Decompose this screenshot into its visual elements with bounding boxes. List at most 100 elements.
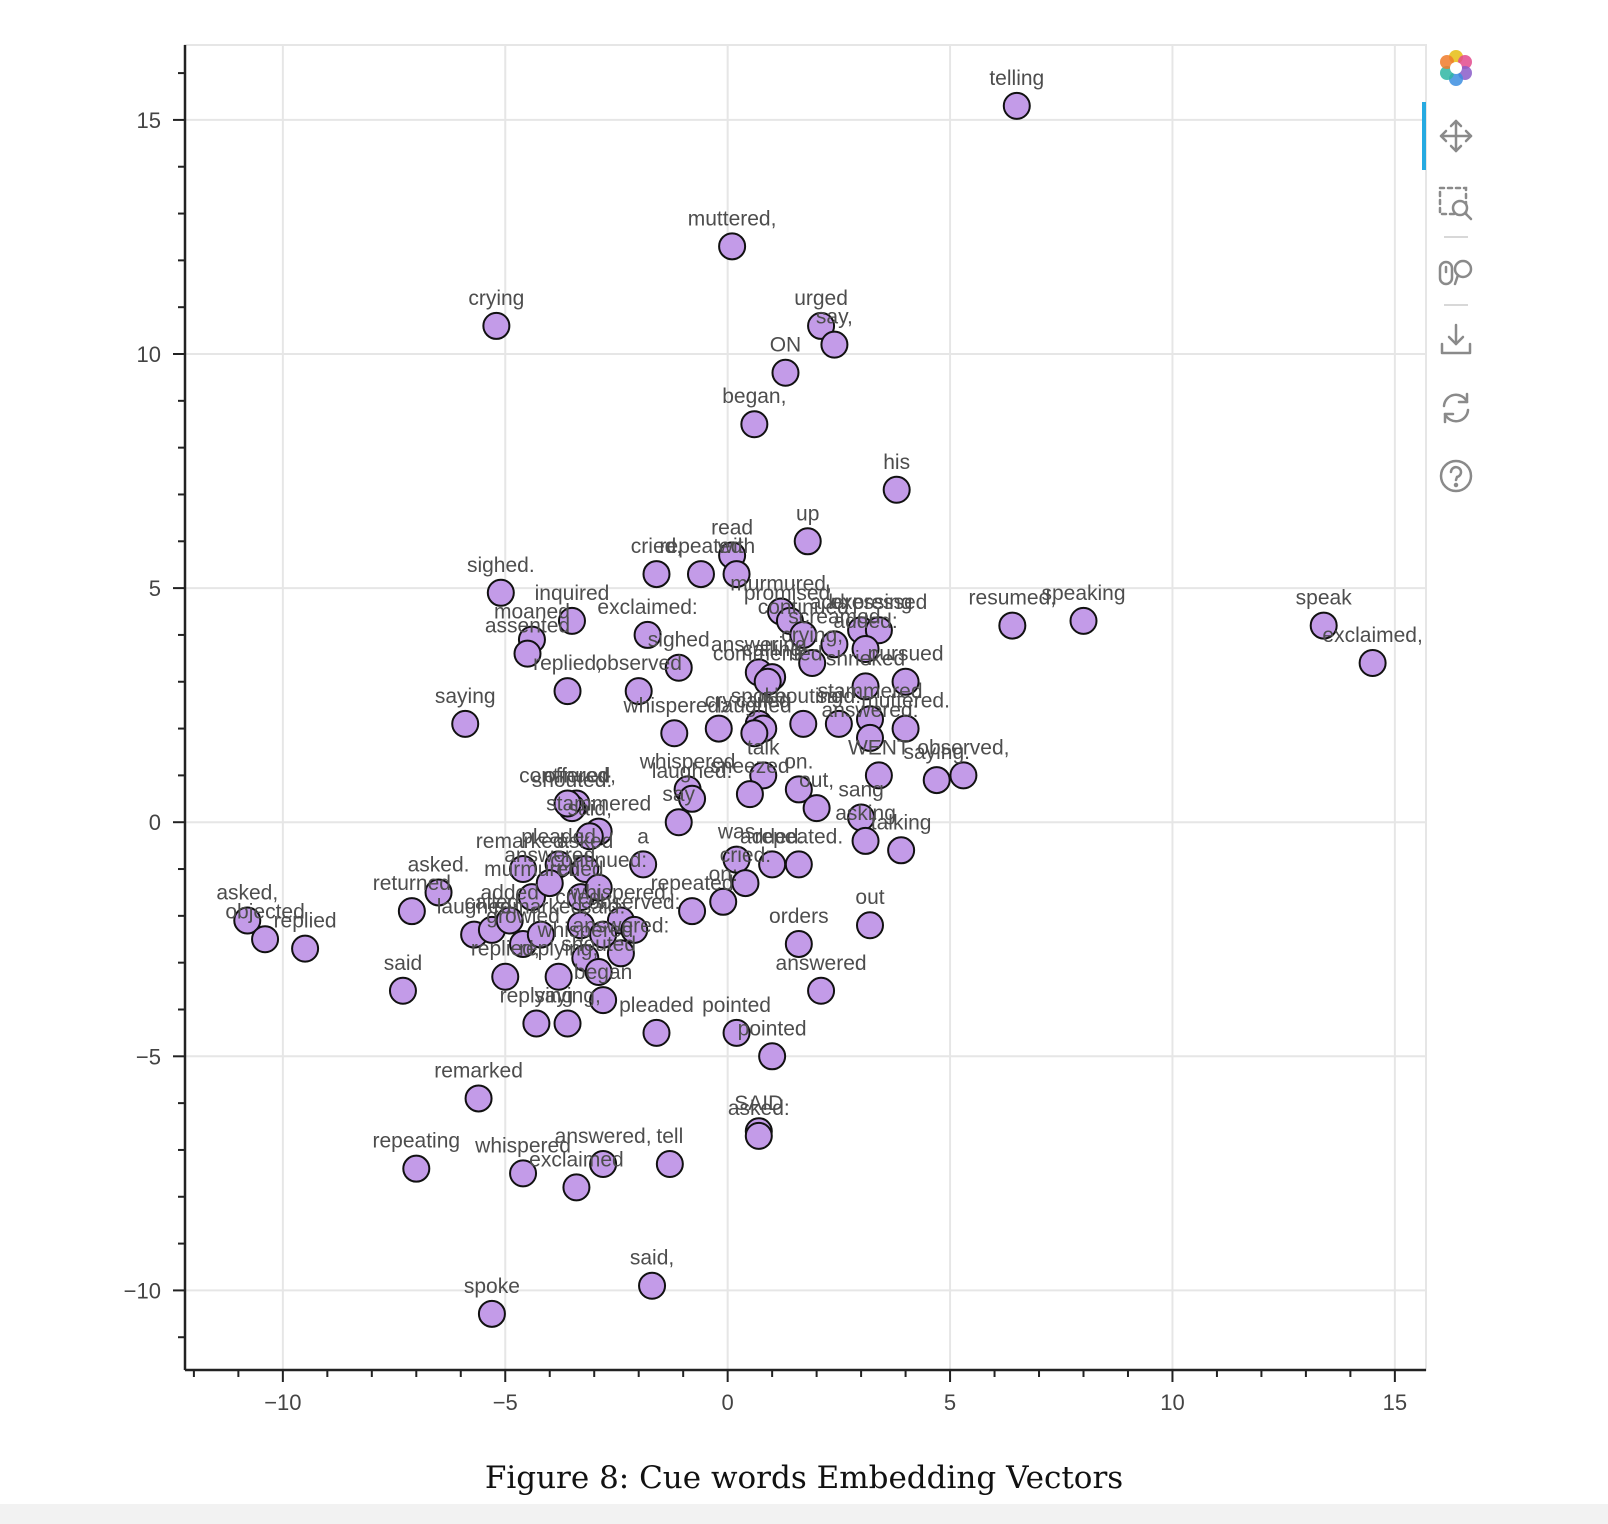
data-point[interactable] — [553, 789, 582, 818]
data-point[interactable] — [678, 897, 707, 926]
data-point[interactable] — [1309, 611, 1338, 640]
data-point[interactable] — [807, 976, 836, 1005]
data-point[interactable] — [482, 311, 511, 340]
data-point[interactable] — [624, 677, 653, 706]
data-point[interactable] — [798, 649, 827, 678]
data-point[interactable] — [388, 976, 417, 1005]
data-point[interactable] — [949, 761, 978, 790]
data-point[interactable] — [758, 850, 787, 879]
data-point[interactable] — [553, 677, 582, 706]
data-point[interactable] — [851, 826, 880, 855]
data-point[interactable] — [606, 939, 635, 968]
data-point[interactable] — [251, 925, 280, 954]
data-point[interactable] — [660, 719, 689, 748]
data-point[interactable] — [820, 630, 849, 659]
data-point[interactable] — [851, 634, 880, 663]
data-point[interactable] — [1358, 649, 1387, 678]
reset-icon[interactable] — [1428, 380, 1484, 436]
data-point[interactable] — [855, 723, 884, 752]
data-point[interactable] — [789, 620, 818, 649]
data-point[interactable] — [758, 1042, 787, 1071]
data-point[interactable] — [291, 934, 320, 963]
data-point[interactable] — [749, 761, 778, 790]
data-point[interactable] — [629, 850, 658, 879]
data-point[interactable] — [771, 358, 800, 387]
data-point[interactable] — [855, 911, 884, 940]
data-point[interactable] — [491, 962, 520, 991]
data-point[interactable] — [638, 1271, 667, 1300]
data-point[interactable] — [718, 232, 747, 261]
data-point[interactable] — [1002, 91, 1031, 120]
data-point[interactable] — [744, 1121, 773, 1150]
data-point[interactable] — [513, 639, 542, 668]
data-point[interactable] — [887, 836, 916, 865]
data-point[interactable] — [557, 606, 586, 635]
data-point[interactable] — [477, 1299, 506, 1328]
data-point[interactable] — [642, 560, 671, 589]
wheel-zoom-icon[interactable] — [1428, 244, 1484, 300]
data-point[interactable] — [509, 1159, 538, 1188]
data-point[interactable] — [807, 311, 836, 340]
data-point[interactable] — [793, 527, 822, 556]
save-icon[interactable] — [1428, 312, 1484, 368]
data-point[interactable] — [789, 709, 818, 738]
data-point[interactable] — [864, 761, 893, 790]
data-point[interactable] — [709, 887, 738, 916]
data-point[interactable] — [233, 906, 262, 935]
data-point[interactable] — [678, 784, 707, 813]
data-point[interactable] — [686, 560, 715, 589]
data-point[interactable] — [851, 672, 880, 701]
pan-icon[interactable] — [1428, 108, 1484, 164]
data-point[interactable] — [664, 808, 693, 837]
data-point[interactable] — [820, 330, 849, 359]
data-point[interactable] — [664, 653, 693, 682]
data-point[interactable] — [553, 1009, 582, 1038]
data-point[interactable] — [1069, 606, 1098, 635]
data-point[interactable] — [584, 873, 613, 902]
data-point[interactable] — [495, 906, 524, 935]
data-point[interactable] — [575, 822, 604, 851]
data-point[interactable] — [464, 1084, 493, 1113]
data-point[interactable] — [784, 850, 813, 879]
data-point[interactable] — [655, 1149, 684, 1178]
data-point[interactable] — [731, 869, 760, 898]
data-point[interactable] — [535, 869, 564, 898]
data-point[interactable] — [522, 1009, 551, 1038]
data-point[interactable] — [526, 920, 555, 949]
data-point[interactable] — [589, 986, 618, 1015]
data-point[interactable] — [998, 611, 1027, 640]
data-point[interactable] — [509, 855, 538, 884]
data-point[interactable] — [824, 709, 853, 738]
data-point[interactable] — [891, 714, 920, 743]
data-point[interactable] — [589, 1149, 618, 1178]
data-point[interactable] — [722, 560, 751, 589]
data-point[interactable] — [753, 667, 782, 696]
data-point[interactable] — [562, 1173, 591, 1202]
data-point[interactable] — [584, 958, 613, 987]
data-point[interactable] — [864, 616, 893, 645]
data-point[interactable] — [642, 1018, 671, 1047]
data-point[interactable] — [424, 878, 453, 907]
data-point[interactable] — [891, 667, 920, 696]
box-zoom-icon[interactable] — [1428, 176, 1484, 232]
help-icon[interactable] — [1428, 448, 1484, 504]
data-point[interactable] — [451, 709, 480, 738]
data-point[interactable] — [784, 929, 813, 958]
data-point[interactable] — [740, 719, 769, 748]
data-point[interactable] — [802, 794, 831, 823]
data-point[interactable] — [397, 897, 426, 926]
data-point[interactable] — [589, 920, 618, 949]
data-point[interactable] — [882, 475, 911, 504]
data-point[interactable] — [486, 578, 515, 607]
data-point[interactable] — [740, 410, 769, 439]
data-point[interactable] — [704, 714, 733, 743]
data-point[interactable] — [735, 780, 764, 809]
data-point[interactable] — [784, 775, 813, 804]
data-point[interactable] — [571, 855, 600, 884]
data-point[interactable] — [633, 620, 662, 649]
data-point[interactable] — [620, 915, 649, 944]
data-point[interactable] — [722, 1018, 751, 1047]
data-point[interactable] — [402, 1154, 431, 1183]
data-point[interactable] — [544, 962, 573, 991]
